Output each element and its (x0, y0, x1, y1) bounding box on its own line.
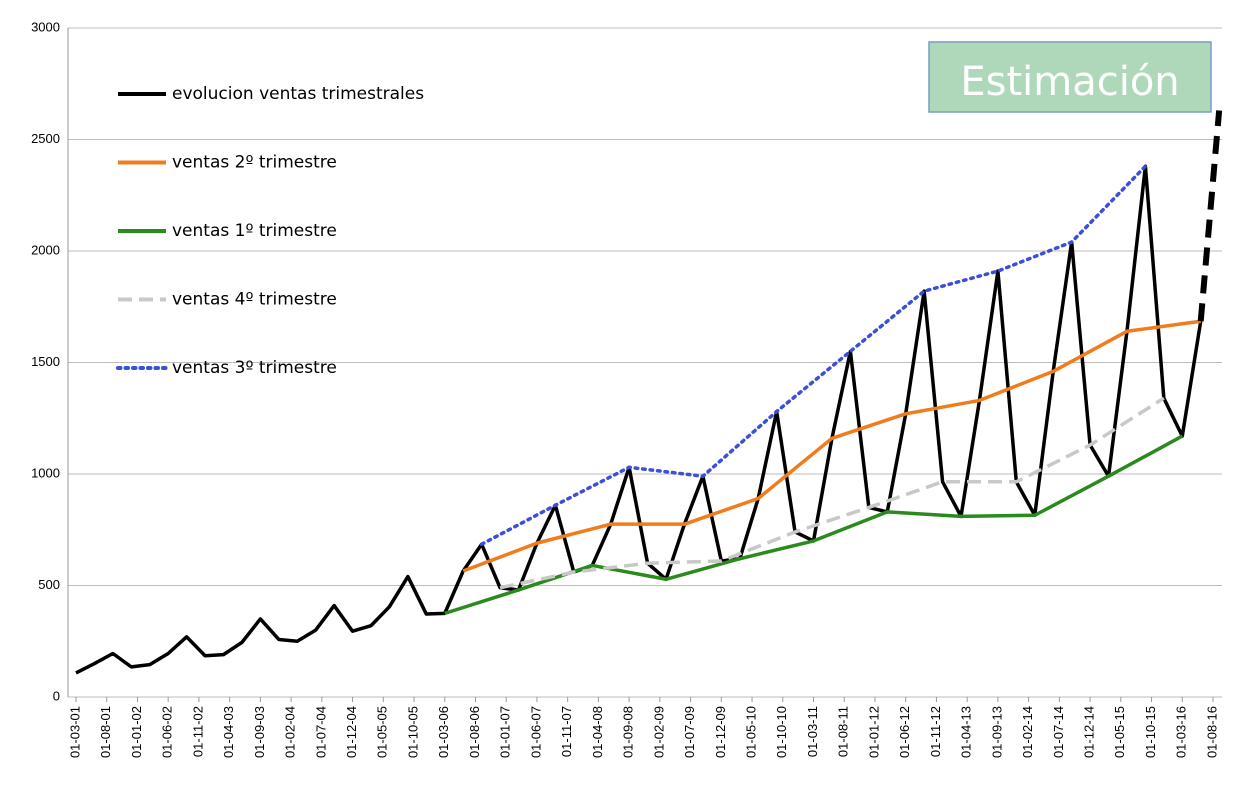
x-tick-label: 01-06-02 (160, 706, 175, 758)
y-tick-label: 1500 (31, 354, 60, 369)
legend-label: ventas 2º trimestre (172, 153, 337, 173)
x-tick-label: 01-01-07 (498, 706, 513, 758)
annotation-box (928, 41, 1212, 113)
y-tick-label: 2500 (31, 131, 60, 146)
x-tick-label: 01-05-15 (1112, 706, 1127, 758)
x-tick-label: 01-12-09 (713, 706, 728, 758)
x-tick-label: 01-11-02 (190, 706, 205, 757)
x-tick-label: 01-06-12 (897, 706, 912, 758)
series-line (1197, 110, 1223, 322)
x-tick-label: 01-02-09 (651, 706, 666, 758)
x-tick-label: 01-05-05 (375, 706, 390, 758)
x-tick-label: 01-02-14 (1020, 706, 1035, 758)
x-tick-label: 01-07-09 (682, 706, 697, 758)
x-tick-label: 01-04-03 (221, 706, 236, 758)
x-tick-label: 01-03-01 (67, 706, 82, 758)
x-tick-label: 01-07-14 (1051, 706, 1066, 758)
x-tick-label: 01-06-07 (528, 706, 543, 758)
x-tick-label: 01-02-04 (283, 706, 298, 758)
x-tick-label: 01-08-11 (836, 706, 851, 757)
x-tick-label: 01-09-13 (989, 706, 1004, 758)
legend-label: ventas 1º trimestre (172, 221, 337, 241)
legend-label: evolucion ventas trimestrales (172, 84, 424, 104)
x-tick-label: 01-05-10 (743, 706, 758, 758)
x-tick-label: 01-03-06 (436, 706, 451, 758)
y-tick-label: 2000 (31, 242, 60, 257)
series-line (499, 396, 1165, 590)
x-tick-label: 01-01-02 (129, 706, 144, 758)
x-tick-label: 01-11-12 (928, 706, 943, 757)
x-tick-label: 01-08-01 (98, 706, 113, 758)
y-tick-label: 0 (53, 688, 60, 703)
y-tick-label: 3000 (31, 19, 60, 34)
grid: 0 500 1000 1500 2000 2500 3000 01-03-01 01-08-01… (31, 19, 1222, 758)
legend-label: ventas 4º trimestre (172, 290, 337, 310)
x-tick-label: 01-10-05 (405, 706, 420, 758)
legend-label: ventas 3º trimestre (172, 358, 337, 378)
legend: evolucion ventas trimestrales ventas 2º t… (116, 84, 424, 378)
x-tick-label: 01-09-08 (621, 706, 636, 758)
plot (75, 110, 1223, 675)
annotation: Estimación (960, 59, 1179, 105)
x-tick-label: 01-12-04 (344, 706, 359, 758)
y-tick-label: 1000 (31, 465, 60, 480)
x-tick-label: 01-04-13 (959, 706, 974, 758)
x-tick-label: 01-12-14 (1082, 706, 1097, 758)
series-line (75, 164, 1203, 675)
x-tick-label: 01-04-08 (590, 706, 605, 758)
x-tick-label: 01-10-10 (774, 706, 789, 758)
x-tick-label: 01-07-04 (313, 706, 328, 758)
x-tick-label: 01-03-11 (805, 706, 820, 757)
x-tick-label: 01-01-12 (866, 706, 881, 758)
series-line (479, 164, 1148, 546)
y-tick-label: 500 (38, 577, 60, 592)
x-tick-label: 01-08-06 (467, 706, 482, 758)
x-tick-label: 01-08-16 (1204, 706, 1219, 758)
x-tick-label: 01-11-07 (559, 706, 574, 757)
x-tick-label: 01-03-16 (1174, 706, 1189, 758)
series-line (462, 319, 1201, 573)
x-tick-label: 01-09-03 (252, 706, 267, 758)
x-tick-label: 01-10-15 (1143, 706, 1158, 758)
